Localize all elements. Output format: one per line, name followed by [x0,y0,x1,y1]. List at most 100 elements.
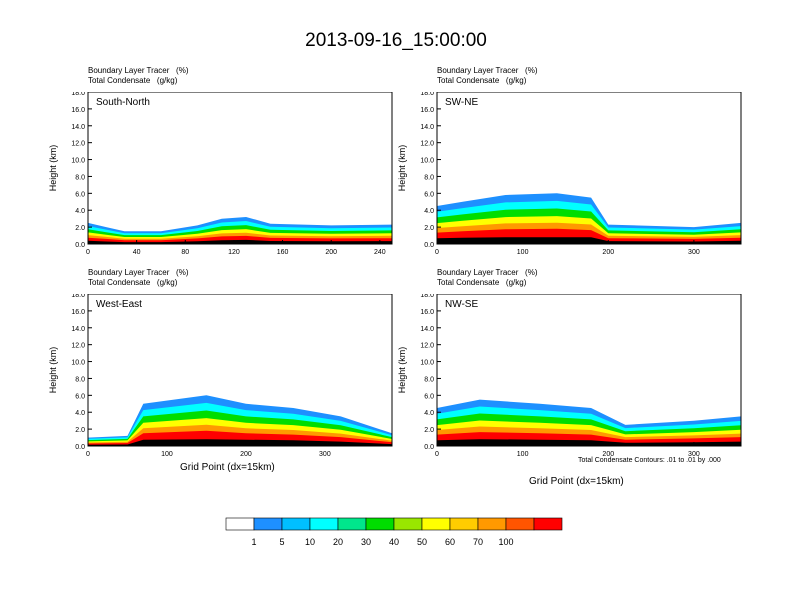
y-tick-label: 2.0 [424,427,434,434]
y-axis-label: Height (km) [397,145,407,192]
y-tick-label: 14.0 [71,326,85,333]
panel-header-line1: Boundary Layer Tracer (%) [437,268,538,277]
colorbar-label: 10 [305,537,315,547]
y-tick-label: 8.0 [75,376,85,383]
x-tick-label: 200 [602,249,614,256]
plot-area: NW-SE 0.0 2.0 4.0 6.0 8.0 10.0 12.0 14.0 16.0 18.0… [397,294,742,458]
terrain [437,439,741,446]
y-tick-label: 0.0 [75,444,85,451]
colorbar-swatch [449,517,479,531]
panel-2: SW-NE 0.0 2.0 4.0 6.0 8.0 10.0 12.0 14.0 16.0 18.0… [397,92,742,256]
y-tick-label: 16.0 [420,309,434,316]
panel-label: SW-NE [445,97,478,108]
y-tick-label: 18.0 [420,294,434,299]
x-tick-label: 300 [319,451,331,458]
panel-header-line1: Boundary Layer Tracer (%) [437,66,538,75]
x-tick-label: 200 [602,451,614,458]
y-tick-label: 6.0 [424,191,434,198]
terrain [88,439,392,446]
y-tick-label: 0.0 [424,444,434,451]
y-tick-label: 10.0 [420,360,434,367]
colorbar-label: 50 [417,537,427,547]
y-tick-label: 4.0 [75,410,85,417]
colorbar-label: 100 [498,537,513,547]
colorbar-swatch [337,517,367,531]
panel-header-line2: Total Condensate (g/kg) [437,278,527,287]
y-axis-label: Height (km) [48,145,58,192]
panel-4: NW-SE 0.0 2.0 4.0 6.0 8.0 10.0 12.0 14.0 16.0 18.0… [397,294,742,458]
x-axis-label: Grid Point (dx=15km) [529,476,624,487]
y-tick-label: 8.0 [424,376,434,383]
x-tick-label: 80 [181,249,189,256]
x-tick-label: 200 [325,249,337,256]
panel-header: Boundary Layer Tracer (%) Total Condensat… [437,66,537,86]
x-tick-label: 240 [374,249,386,256]
y-tick-label: 6.0 [424,393,434,400]
panel-label: West-East [96,299,142,310]
y-tick-label: 12.0 [420,141,434,148]
x-tick-label: 40 [133,249,141,256]
y-tick-label: 16.0 [71,309,85,316]
y-tick-label: 8.0 [424,174,434,181]
y-tick-label: 6.0 [75,191,85,198]
colorbar-swatch [253,517,283,531]
y-tick-label: 4.0 [424,208,434,215]
colorbar-label: 40 [389,537,399,547]
y-tick-label: 16.0 [420,107,434,114]
colorbar-label: 5 [279,537,284,547]
colorbar-label: 1 [251,537,256,547]
plot-area: South-North 0.0 2.0 4.0 6.0 8.0 10.0 12.0 14.0 16… [48,92,393,256]
panel-header: Boundary Layer Tracer (%) Total Condensat… [437,268,537,288]
x-tick-label: 300 [688,249,700,256]
terrain [437,237,741,244]
x-tick-label: 100 [517,451,529,458]
x-tick-label: 0 [86,249,90,256]
y-axis-label: Height (km) [48,347,58,394]
panel-header-line1: Boundary Layer Tracer (%) [88,268,189,277]
y-tick-label: 16.0 [71,107,85,114]
colorbar-swatch [477,517,507,531]
y-tick-label: 4.0 [75,208,85,215]
y-tick-label: 10.0 [71,360,85,367]
x-tick-label: 160 [277,249,289,256]
x-tick-label: 100 [517,249,529,256]
colorbar-swatch [309,517,339,531]
panel-header-line2: Total Condensate (g/kg) [437,76,527,85]
colorbar-swatch [393,517,423,531]
y-tick-label: 14.0 [71,124,85,131]
plot-frame [87,92,393,245]
y-tick-label: 14.0 [420,326,434,333]
y-tick-label: 2.0 [424,225,434,232]
panel-header-line2: Total Condensate (g/kg) [88,278,178,287]
x-tick-label: 120 [228,249,240,256]
y-tick-label: 14.0 [420,124,434,131]
panel-header: Boundary Layer Tracer (%) Total Condensat… [88,66,188,86]
plot-area: West-East 0.0 2.0 4.0 6.0 8.0 10.0 12.0 14.0 16.0… [48,294,393,458]
plot-frame [436,92,742,245]
x-axis-label: Grid Point (dx=15km) [180,462,275,473]
y-tick-label: 12.0 [71,141,85,148]
x-tick-label: 200 [240,451,252,458]
plot-area: SW-NE 0.0 2.0 4.0 6.0 8.0 10.0 12.0 14.0 16.0 18.0… [397,92,742,256]
colorbar-label: 60 [445,537,455,547]
x-tick-label: 0 [435,451,439,458]
colorbar-swatch [505,517,535,531]
x-tick-label: 0 [435,249,439,256]
y-axis-label: Height (km) [397,347,407,394]
panel-1: South-North 0.0 2.0 4.0 6.0 8.0 10.0 12.0 14.0 16… [48,92,393,256]
y-tick-label: 0.0 [75,242,85,249]
panel-header-line2: Total Condensate (g/kg) [88,76,178,85]
y-tick-label: 18.0 [71,92,85,97]
y-tick-label: 18.0 [420,92,434,97]
y-tick-label: 10.0 [420,158,434,165]
terrain [88,239,392,244]
colorbar: 1 5 10 20 30 40 50 60 70 100 [225,517,563,547]
colorbar-swatch [421,517,451,531]
panel-label: NW-SE [445,299,478,310]
colorbar-swatch [225,517,255,531]
y-tick-label: 2.0 [75,427,85,434]
colorbar-label: 30 [361,537,371,547]
y-tick-label: 12.0 [71,343,85,350]
x-tick-label: 0 [86,451,90,458]
colorbar-swatch [533,517,563,531]
